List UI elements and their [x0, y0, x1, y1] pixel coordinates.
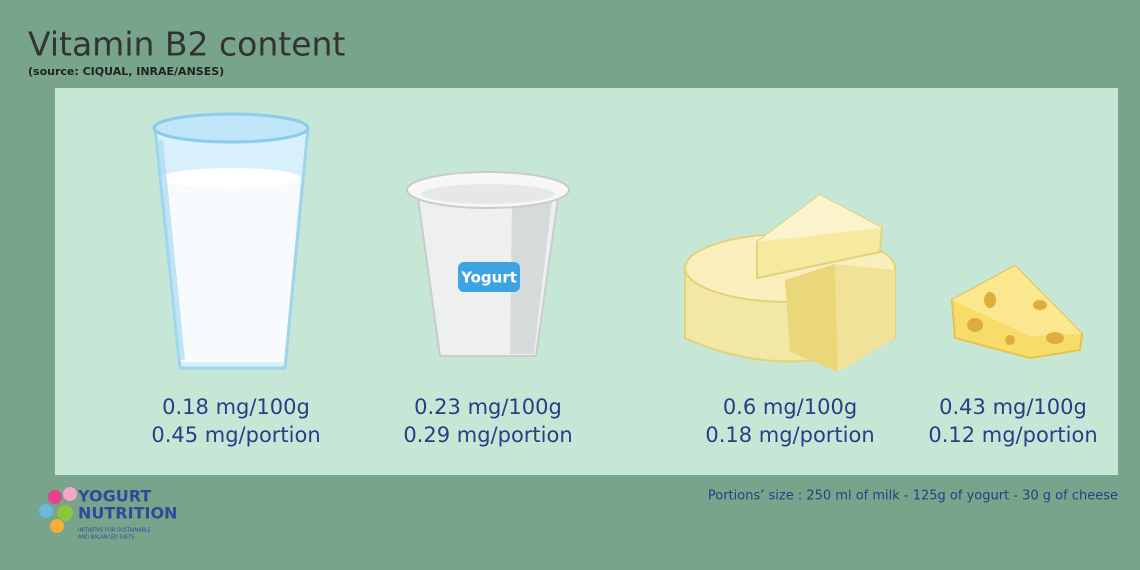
logo-tagline: INITIATIVE FOR SUSTAINABLE: [78, 528, 151, 534]
title: Vitamin B2 content: [28, 25, 345, 64]
yogurt-label-badge: [458, 262, 520, 292]
per-100g: 0.18 mg/100g: [162, 395, 310, 419]
logo-line1: YOGURT: [77, 487, 151, 506]
per-portion: 0.12 mg/portion: [928, 423, 1097, 447]
cheese-wheel: [684, 193, 896, 372]
cheese-wedge: [950, 264, 1084, 360]
per-portion: 0.18 mg/portion: [705, 423, 874, 447]
per-portion: 0.45 mg/portion: [151, 423, 320, 447]
portion-note: Portions’ size : 250 ml of milk - 125g o…: [708, 489, 1118, 504]
milk-glass: [152, 112, 310, 370]
yogurt-cup: Yogurt: [406, 171, 570, 357]
source: (source: CIQUAL, INRAE/ANSES): [28, 65, 224, 78]
logo: YOGURT NUTRITION INITIATIVE FOR SUSTAINA…: [39, 487, 177, 541]
per-100g: 0.6 mg/100g: [723, 395, 857, 419]
logo-line2: NUTRITION: [78, 504, 177, 523]
per-100g: 0.43 mg/100g: [939, 395, 1087, 419]
logo-tagline: AND BALANCED DIETS: [78, 535, 134, 541]
per-portion: 0.29 mg/portion: [403, 423, 572, 447]
yogurt-label: Yogurt: [460, 269, 517, 287]
per-100g: 0.23 mg/100g: [414, 395, 562, 419]
